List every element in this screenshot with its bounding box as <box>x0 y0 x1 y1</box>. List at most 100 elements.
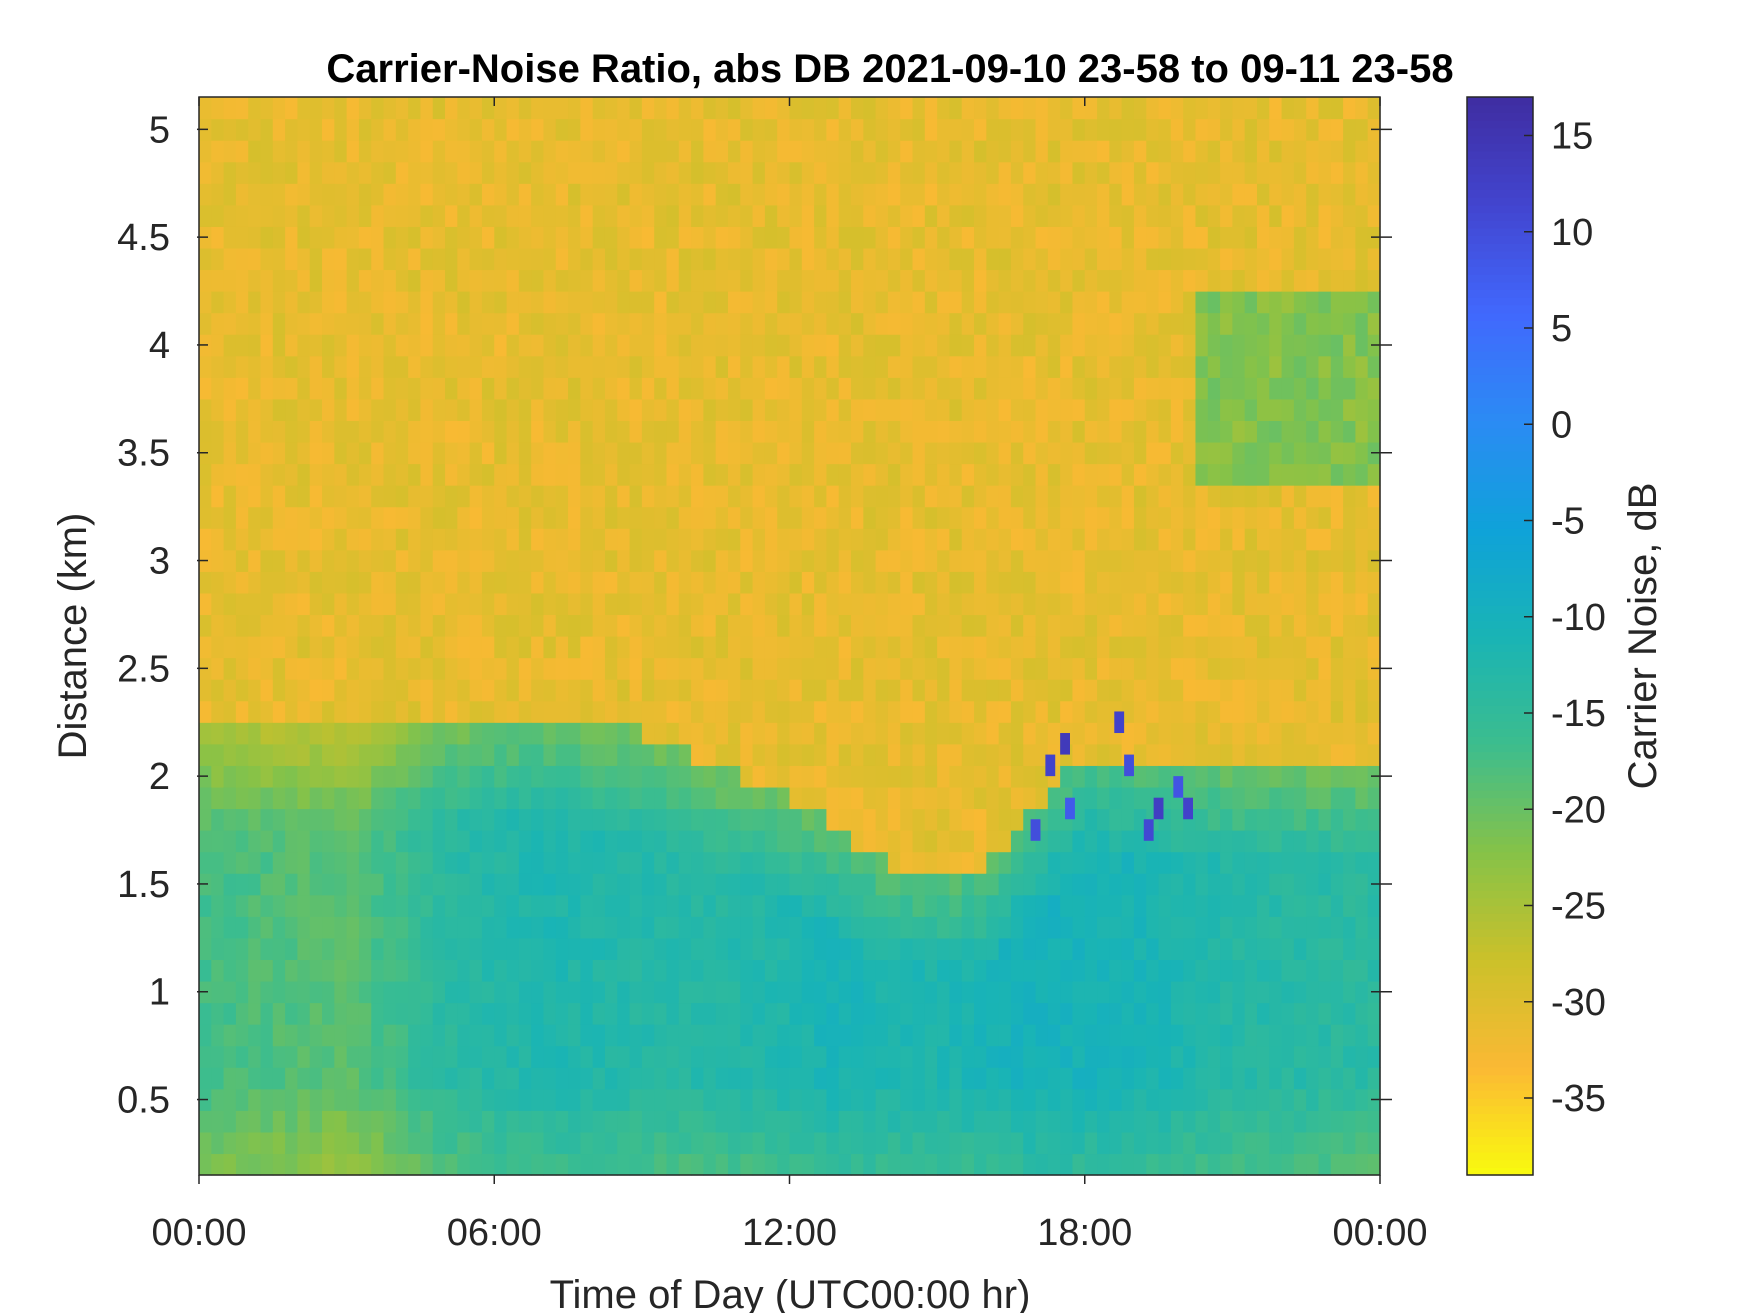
heatmap-cell <box>764 312 778 335</box>
heatmap-cell <box>998 398 1012 421</box>
heatmap-cell <box>777 743 791 766</box>
heatmap-cell <box>1306 722 1320 745</box>
heatmap-cell <box>641 355 655 378</box>
heatmap-cell <box>777 937 791 960</box>
heatmap-cell <box>1232 830 1246 853</box>
heatmap-cell <box>727 743 741 766</box>
heatmap-cell <box>617 873 631 896</box>
heatmap-cell <box>494 463 508 486</box>
heatmap-cell <box>1367 959 1381 982</box>
heatmap-cell <box>494 1153 508 1176</box>
heatmap-cell <box>1047 592 1061 616</box>
heatmap-cell <box>248 765 262 788</box>
heatmap-cell <box>1035 161 1049 184</box>
heatmap-cell <box>1318 377 1332 400</box>
heatmap-cell <box>1269 204 1283 227</box>
heatmap-cell <box>1133 1131 1147 1155</box>
heatmap-cell <box>949 398 963 421</box>
heatmap-cell <box>457 1088 471 1111</box>
heatmap-cell <box>568 1045 581 1068</box>
heatmap-cell <box>678 485 692 508</box>
heatmap-cell <box>580 1131 594 1155</box>
heatmap-cell <box>838 441 852 465</box>
heatmap-cell <box>1047 1002 1061 1025</box>
heatmap-cell <box>740 528 754 551</box>
heatmap-cell <box>223 937 237 960</box>
heatmap-cell <box>654 592 668 616</box>
heatmap-cell <box>1060 873 1074 896</box>
heatmap-cell <box>986 959 1000 982</box>
heatmap-cell <box>1072 851 1086 874</box>
heatmap-cell <box>1170 183 1184 206</box>
heatmap-cell <box>1293 722 1307 745</box>
heatmap-cell <box>1023 97 1037 120</box>
heatmap-cell <box>1060 614 1074 637</box>
heatmap-cell <box>924 312 938 335</box>
heatmap-cell <box>998 463 1012 486</box>
heatmap-cell <box>592 420 606 443</box>
heatmap-cell <box>518 851 532 874</box>
heatmap-cell <box>764 786 778 810</box>
heatmap-cell <box>322 592 335 616</box>
heatmap-cell <box>1355 161 1369 184</box>
heatmap-cell <box>1195 398 1209 421</box>
heatmap-cell <box>199 1153 212 1176</box>
heatmap-cell <box>617 1088 631 1111</box>
heatmap-cell <box>481 463 495 486</box>
colorbar-segment <box>1467 697 1533 706</box>
heatmap-cell <box>654 808 668 831</box>
heatmap-cell <box>937 247 951 271</box>
heatmap-cell <box>371 161 385 184</box>
heatmap-cell <box>1047 441 1061 465</box>
heatmap-cell <box>334 204 348 227</box>
heatmap-cell <box>543 291 557 314</box>
heatmap-cell <box>272 679 286 702</box>
heatmap-cell <box>1355 118 1369 141</box>
heatmap-cell <box>555 743 569 766</box>
heatmap-cell <box>235 528 249 551</box>
heatmap-cell <box>1232 959 1246 982</box>
heatmap-cell <box>1355 808 1369 831</box>
heatmap-cell <box>654 377 668 400</box>
y-axis-label: Distance (km) <box>51 513 95 760</box>
heatmap-cell <box>211 571 225 594</box>
heatmap-cell <box>998 269 1012 292</box>
heatmap-cell <box>986 614 1000 637</box>
heatmap-cell <box>346 571 360 594</box>
heatmap-cell <box>420 269 434 292</box>
heatmap-cell <box>223 743 237 766</box>
heatmap-cell <box>568 377 581 400</box>
heatmap-cell <box>752 743 766 766</box>
heatmap-cell <box>1023 592 1037 616</box>
heatmap-cell <box>998 636 1012 659</box>
heatmap-cell <box>199 614 212 637</box>
heatmap-cell <box>1367 269 1381 292</box>
heatmap-cell <box>235 830 249 853</box>
heatmap-cell <box>1195 312 1209 335</box>
heatmap-cell <box>1060 312 1074 335</box>
heatmap-cell <box>592 291 606 314</box>
heatmap-cell <box>371 722 385 745</box>
heatmap-cell <box>654 485 668 508</box>
heatmap-cell <box>851 830 864 853</box>
heatmap-cell <box>1355 506 1369 529</box>
heatmap-cell <box>961 398 975 421</box>
heatmap-cell <box>863 1045 877 1068</box>
heatmap-cell <box>641 161 655 184</box>
heatmap-cell <box>518 1024 532 1047</box>
heatmap-cell <box>1109 1131 1123 1155</box>
heatmap-cell <box>1035 722 1049 745</box>
heatmap-cell <box>961 765 975 788</box>
heatmap-cell <box>211 528 225 551</box>
heatmap-cell <box>912 485 926 508</box>
heatmap-cell <box>1060 226 1074 249</box>
heatmap-cell <box>395 808 409 831</box>
heatmap-cell <box>1195 916 1209 939</box>
heatmap-cell <box>518 894 532 917</box>
heatmap-cell <box>900 355 914 378</box>
heatmap-cell <box>199 528 212 551</box>
heatmap-cell <box>678 312 692 335</box>
heatmap-cell <box>494 441 508 465</box>
heatmap-cell <box>506 506 520 529</box>
heatmap-cell <box>1293 183 1307 206</box>
